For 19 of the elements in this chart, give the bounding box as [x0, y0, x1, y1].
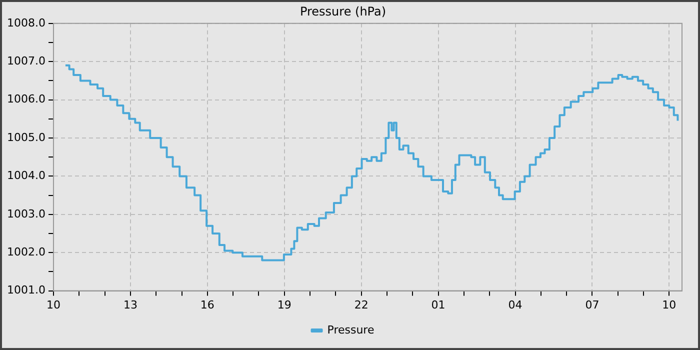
x-tick-label: 01	[431, 298, 446, 312]
x-tick-label: 19	[277, 298, 292, 312]
y-tick-label: 1001.0	[6, 284, 46, 297]
chart-title: Pressure (hPa)	[300, 4, 386, 18]
x-tick-label: 16	[200, 298, 214, 312]
x-tick-label: 07	[585, 298, 600, 312]
x-tick-label: 10	[46, 298, 60, 312]
y-tick-label: 1007.0	[6, 54, 46, 68]
x-tick-label: 13	[123, 298, 138, 312]
y-tick-label: 1008.0	[6, 16, 46, 30]
x-tick-label: 10	[662, 298, 676, 312]
y-tick-label: 1004.0	[6, 169, 46, 182]
legend-label: Pressure	[327, 323, 374, 336]
x-tick-label: 04	[508, 298, 522, 312]
x-tick-label: 22	[354, 298, 368, 312]
y-tick-label: 1006.0	[6, 92, 46, 106]
y-tick-label: 1005.0	[6, 130, 46, 144]
y-tick-label: 1002.0	[6, 245, 46, 258]
y-tick-label: 1003.0	[6, 207, 46, 220]
